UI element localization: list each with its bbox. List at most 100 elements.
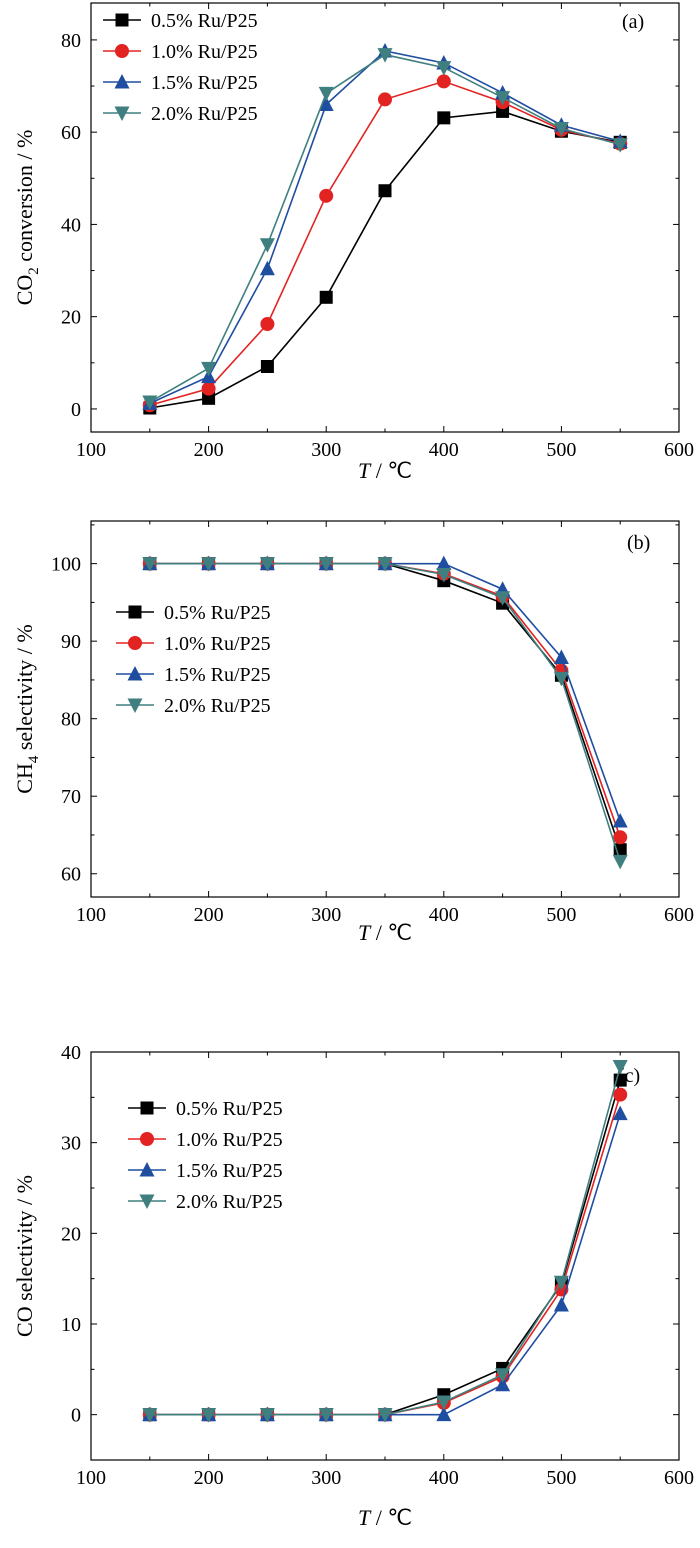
x-axis-label: T / ℃ <box>358 920 412 945</box>
panel-label: (b) <box>627 532 650 554</box>
data-point <box>437 111 451 125</box>
x-axis-label: T / ℃ <box>358 1505 412 1530</box>
series-line <box>149 110 621 409</box>
y-axis-label: CH4 selectivity / % <box>12 624 42 793</box>
data-point <box>378 184 392 198</box>
legend-entry: 0.5% Ru/P25 <box>164 602 271 624</box>
data-point <box>377 557 393 572</box>
data-point <box>377 48 393 63</box>
legend-marker <box>140 1101 154 1115</box>
legend-entry: 0.5% Ru/P25 <box>151 10 258 32</box>
data-point <box>612 138 628 153</box>
y-tick-label: 60 <box>61 122 81 144</box>
legend-entry: 1.5% Ru/P25 <box>164 664 271 686</box>
data-point <box>319 290 333 304</box>
plot-frame <box>90 2 680 433</box>
x-tick-label: 100 <box>76 904 106 926</box>
legend-marker <box>127 698 143 713</box>
legend-marker <box>115 44 129 58</box>
x-tick-label: 100 <box>76 1467 106 1489</box>
legend-marker <box>139 1194 155 1209</box>
data-point <box>553 649 569 664</box>
y-axis-label-main: CH <box>12 763 37 794</box>
data-point <box>553 671 569 687</box>
data-point <box>378 92 392 107</box>
data-point <box>436 555 452 571</box>
legend-entry: 1.5% Ru/P25 <box>176 1160 283 1182</box>
y-tick-label: 100 <box>51 554 81 576</box>
series-1 <box>143 104 627 415</box>
x-axis-label-unit: / ℃ <box>370 920 412 945</box>
y-axis-label: CO2 conversion / % <box>12 130 42 306</box>
y-tick-label: 40 <box>61 214 81 236</box>
y-tick-label: 30 <box>61 1133 81 1155</box>
y-axis-label-main: CO <box>12 275 37 306</box>
data-point <box>495 591 511 606</box>
series-3 <box>142 555 628 828</box>
legend: 0.5% Ru/P25 1.0% Ru/P25 1.5% Ru/P25 2.0% Ru… <box>116 602 271 717</box>
x-axis-label-symbol: T <box>358 458 372 483</box>
legend-marker <box>114 106 130 121</box>
y-axis-label-subscript: 2 <box>26 267 42 275</box>
data-point <box>259 260 275 276</box>
y-tick-label: 20 <box>61 1223 81 1245</box>
y-tick-label: 10 <box>61 1314 81 1336</box>
data-point <box>495 91 511 106</box>
y-tick-label: 60 <box>61 864 81 886</box>
chart-panel-3: 100 200 300 400 500 600 0 10 20 30 40 T / ℃ CO selec… <box>12 1042 694 1530</box>
x-tick-label: 200 <box>194 904 224 926</box>
series-line <box>149 1113 621 1416</box>
y-tick-label: 90 <box>61 631 81 653</box>
legend-marker <box>127 666 143 681</box>
x-tick-label: 600 <box>664 904 694 926</box>
data-point <box>436 74 451 89</box>
x-axis-label-symbol: T <box>358 920 372 945</box>
data-point <box>436 567 452 583</box>
legend-marker <box>139 1162 155 1177</box>
data-point <box>612 854 628 870</box>
data-point <box>318 1408 334 1423</box>
data-point <box>553 1275 569 1291</box>
y-tick-label: 0 <box>71 399 81 421</box>
legend-marker <box>128 605 142 619</box>
y-axis-label: CO selectivity / % <box>12 1175 37 1337</box>
x-tick-label: 500 <box>546 1467 576 1489</box>
data-point <box>260 317 275 332</box>
y-tick-label: 80 <box>61 30 81 52</box>
data-point <box>613 830 628 845</box>
data-point <box>259 557 275 572</box>
data-point <box>319 188 334 203</box>
y-tick-label: 20 <box>61 307 81 329</box>
x-axis-label-symbol: T <box>358 1505 372 1530</box>
y-tick-label: 70 <box>61 786 81 808</box>
x-tick-label: 300 <box>311 439 341 461</box>
legend-marker <box>128 636 142 650</box>
legend-entry: 2.0% Ru/P25 <box>176 1191 283 1213</box>
data-point <box>377 1408 393 1423</box>
data-point <box>201 1408 217 1423</box>
legend-entry: 1.0% Ru/P25 <box>151 41 258 63</box>
series-1 <box>143 1073 627 1422</box>
series-3 <box>142 1105 628 1422</box>
data-point <box>142 557 158 572</box>
x-axis-label-unit: / ℃ <box>370 458 412 483</box>
data-point <box>553 1296 569 1312</box>
data-point <box>495 1368 511 1383</box>
y-axis-label-tail: conversion / % <box>12 130 37 267</box>
y-tick-label: 0 <box>71 1405 81 1427</box>
legend-entry: 1.0% Ru/P25 <box>164 633 271 655</box>
data-point <box>201 557 217 572</box>
legend-entry: 1.0% Ru/P25 <box>176 1129 283 1151</box>
data-point <box>495 1376 511 1392</box>
series-4 <box>142 48 628 411</box>
y-tick-label: 40 <box>61 1042 81 1064</box>
series-4 <box>142 557 628 870</box>
data-point <box>260 359 274 373</box>
x-tick-label: 500 <box>546 904 576 926</box>
legend-entry: 0.5% Ru/P25 <box>176 1098 283 1120</box>
legend: 0.5% Ru/P25 1.0% Ru/P25 1.5% Ru/P25 2.0% Ru… <box>103 10 258 125</box>
chart-panel-1: 100 200 300 400 500 600 0 20 40 60 80 T / ℃ CO2 conv… <box>12 2 694 483</box>
legend-entry: 1.5% Ru/P25 <box>151 72 258 94</box>
x-tick-label: 400 <box>429 439 459 461</box>
